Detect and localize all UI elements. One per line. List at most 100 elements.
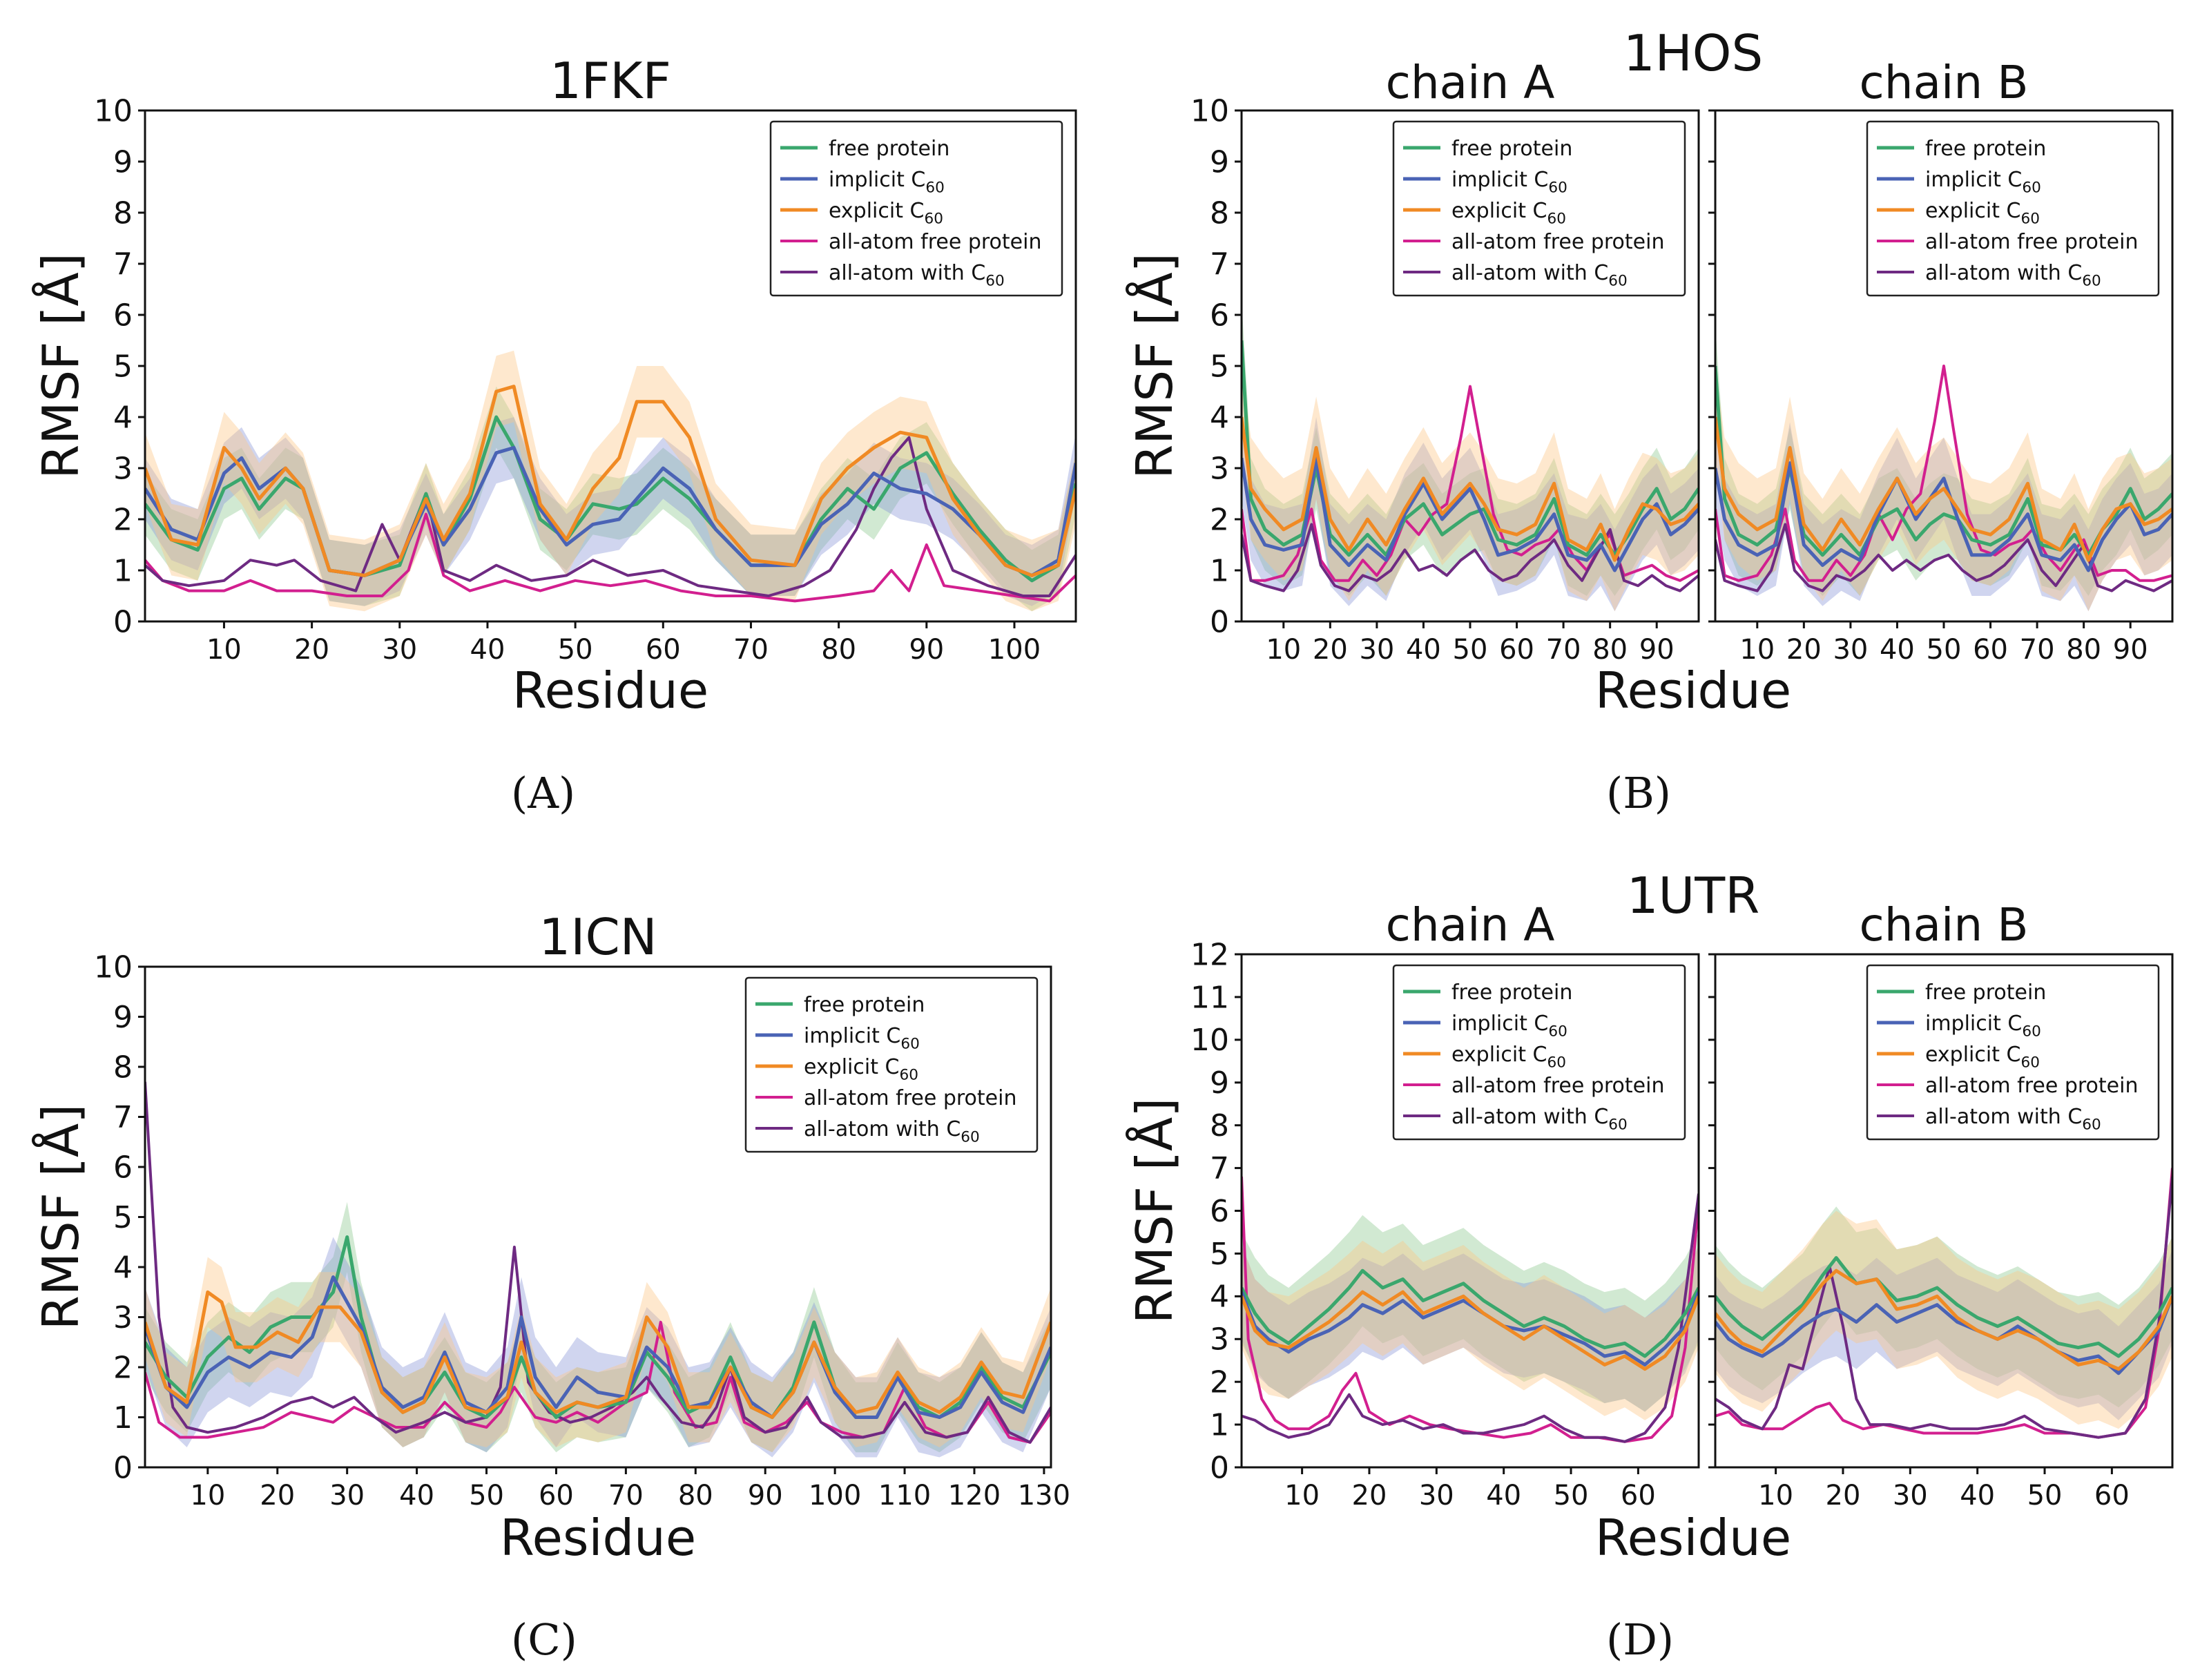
chart-1hos-chain-b-xtick-label: 50 bbox=[1927, 634, 1962, 666]
chart-1utr-xlabel: Residue bbox=[1595, 1509, 1791, 1567]
chart-1utr-chain-b-legend-label-free-protein: free protein bbox=[1925, 981, 2046, 1005]
chart-1utr-chain-b-legend-label-all-atom-with-c60: all-atom with C60 bbox=[1925, 1105, 2101, 1133]
chart-1icn-line-implicit-c60 bbox=[145, 1275, 1051, 1419]
chart-1hos-chain-a-line-implicit-c60 bbox=[1242, 456, 1699, 572]
chart-1fkf-ytick-label: 0 bbox=[113, 604, 133, 639]
chart-1fkf-xtick-label: 70 bbox=[733, 634, 769, 666]
chart-1hos-chain-b-subtitle: chain B bbox=[1860, 56, 2029, 109]
chart-1utr-chain-b-line-implicit-c60 bbox=[1715, 1295, 2172, 1375]
chart-1utr-chain-a-legend-label-implicit-c60: implicit C60 bbox=[1451, 1012, 1567, 1040]
chart-1hos-chain-a-xtick-label: 80 bbox=[1592, 634, 1628, 666]
chart-1utr-chain-b-line-all-atom-with-c60 bbox=[1715, 1176, 2172, 1439]
chart-1icn-legend-label-all-atom-with-c60: all-atom with C60 bbox=[804, 1117, 980, 1146]
chart-1utr-title: 1UTR bbox=[1627, 867, 1760, 925]
chart-1utr-chain-b-line-explicit-c60 bbox=[1715, 1268, 2172, 1371]
chart-1hos-chain-a-legend-label-implicit-c60: implicit C60 bbox=[1451, 168, 1567, 196]
chart-1fkf-xtick-label: 90 bbox=[909, 634, 944, 666]
chart-1icn-xtick-label: 20 bbox=[260, 1480, 295, 1512]
chart-1icn-plot-area bbox=[145, 1081, 1051, 1458]
chart-1hos-ylabel: RMSF [Å] bbox=[1126, 253, 1184, 479]
chart-1hos-chain-a-xtick-label: 60 bbox=[1499, 634, 1534, 666]
chart-1hos-chain-b-xtick-label: 30 bbox=[1833, 634, 1868, 666]
chart-1icn-ytick-label: 5 bbox=[113, 1200, 133, 1235]
chart-1utr-chain-b-line-free-protein bbox=[1715, 1256, 2172, 1358]
chart-1hos-chain-b-legend-label-all-atom-free-protein: all-atom free protein bbox=[1925, 230, 2138, 254]
chart-1hos-title: 1HOS bbox=[1623, 24, 1763, 82]
chart-1hos-chain-a-ytick-label: 2 bbox=[1210, 502, 1229, 537]
chart-1hos-chain-a-ytick-label: 6 bbox=[1210, 298, 1229, 333]
chart-1fkf-legend-label-explicit-c60: explicit C60 bbox=[829, 199, 943, 227]
chart-1hos-chain-a-ytick-label: 10 bbox=[1190, 93, 1229, 128]
chart-1utr-chain-a-legend-label-all-atom-with-c60: all-atom with C60 bbox=[1451, 1105, 1628, 1133]
chart-1hos-chain-a-legend-label-free-protein: free protein bbox=[1451, 137, 1572, 161]
chart-1hos-xlabel: Residue bbox=[1595, 662, 1791, 720]
chart-1icn-title: 1ICN bbox=[539, 908, 657, 966]
chart-1icn-legend-label-all-atom-free-protein: all-atom free protein bbox=[804, 1086, 1016, 1110]
chart-1icn-ytick-label: 0 bbox=[113, 1450, 133, 1485]
chart-1hos-chain-b-legend-label-implicit-c60: implicit C60 bbox=[1925, 168, 2041, 196]
chart-1icn-xtick-label: 130 bbox=[1018, 1480, 1070, 1512]
chart-1icn-legend-label-explicit-c60: explicit C60 bbox=[804, 1055, 918, 1083]
chart-1fkf-line-explicit-c60 bbox=[145, 385, 1076, 577]
chart-1icn-xtick-label: 50 bbox=[469, 1480, 504, 1512]
chart-1fkf-xlabel: Residue bbox=[512, 662, 708, 720]
chart-1fkf-xtick-label: 10 bbox=[206, 634, 242, 666]
chart-1utr-chain-a-legend-label-all-atom-free-protein: all-atom free protein bbox=[1451, 1074, 1664, 1098]
chart-1icn-ytick-label: 7 bbox=[113, 1100, 133, 1135]
chart-1fkf-ytick-label: 4 bbox=[113, 400, 133, 435]
chart-1fkf-ytick-label: 9 bbox=[113, 144, 133, 180]
chart-1utr-chain-a-line-explicit-c60 bbox=[1242, 1290, 1699, 1371]
chart-1hos-chain-b-xtick-label: 20 bbox=[1786, 634, 1822, 666]
chart-1hos-chain-a-legend-label-all-atom-with-c60: all-atom with C60 bbox=[1451, 261, 1628, 289]
chart-1fkf-ylabel: RMSF [Å] bbox=[32, 253, 90, 479]
chart-1fkf-ytick-label: 5 bbox=[113, 349, 133, 384]
chart-1fkf-xtick-label: 40 bbox=[470, 634, 505, 666]
chart-1utr-chain-a-line-all-atom-with-c60 bbox=[1242, 1193, 1699, 1443]
chart-1icn-ylabel: RMSF [Å] bbox=[32, 1104, 90, 1331]
chart-1fkf-ytick-label: 7 bbox=[113, 247, 133, 282]
chart-1hos-chain-a-subtitle: chain A bbox=[1386, 56, 1555, 109]
chart-1utr-chain-a-line-free-protein bbox=[1242, 1268, 1699, 1358]
chart-1fkf-ytick-label: 3 bbox=[113, 451, 133, 486]
chart-1icn-xtick-label: 100 bbox=[809, 1480, 861, 1512]
panel-label-c: (C) bbox=[511, 1614, 577, 1665]
chart-1utr-chain-a-xtick-label: 50 bbox=[1554, 1480, 1589, 1512]
chart-1fkf-band-free-protein bbox=[145, 386, 1076, 612]
chart-1hos-chain-b-xtick-label: 60 bbox=[1973, 634, 2008, 666]
chart-1hos-chain-b-plot-area bbox=[1715, 325, 2172, 612]
chart-1utr-chain-b-xtick-label: 40 bbox=[1960, 1480, 1995, 1512]
chart-1utr-chain-a-ytick-label: 10 bbox=[1190, 1023, 1229, 1058]
chart-1utr-chain-b-xtick-label: 30 bbox=[1893, 1480, 1928, 1512]
chart-1fkf-ytick-label: 10 bbox=[94, 93, 133, 128]
chart-1fkf-ytick-label: 8 bbox=[113, 195, 133, 231]
chart-1utr-chain-a-ytick-label: 2 bbox=[1210, 1365, 1229, 1400]
chart-1hos-chain-b-xtick-label: 90 bbox=[2113, 634, 2148, 666]
chart-1hos-chain-b-legend-label-all-atom-with-c60: all-atom with C60 bbox=[1925, 261, 2101, 289]
chart-1fkf-xtick-label: 20 bbox=[294, 634, 329, 666]
chart-1fkf-band-implicit-c60 bbox=[145, 417, 1076, 606]
chart-1utr-chain-a-ytick-label: 0 bbox=[1210, 1450, 1229, 1485]
chart-1hos-chain-a-plot-area bbox=[1242, 299, 1699, 612]
chart-1fkf-xtick-label: 30 bbox=[382, 634, 417, 666]
chart-1hos-chain-a-ytick-label: 4 bbox=[1210, 400, 1229, 435]
chart-1hos-chain-a-ytick-label: 7 bbox=[1210, 247, 1229, 282]
chart-1fkf-xtick-label: 80 bbox=[821, 634, 856, 666]
chart-1hos-chain-a-ytick-label: 3 bbox=[1210, 451, 1229, 486]
chart-1utr-chain-b-band-implicit-c60 bbox=[1715, 1249, 2172, 1420]
chart-1hos-chain-a-xtick-label: 50 bbox=[1453, 634, 1488, 666]
chart-1utr-chain-a-ytick-label: 6 bbox=[1210, 1194, 1229, 1229]
chart-1fkf-title: 1FKF bbox=[550, 52, 671, 110]
chart-1hos-chain-a-xtick-label: 70 bbox=[1546, 634, 1581, 666]
chart-1icn-band-implicit-c60 bbox=[145, 1237, 1051, 1458]
chart-1icn-ytick-label: 3 bbox=[113, 1300, 133, 1335]
chart-1utr-chain-a-xtick-label: 20 bbox=[1352, 1480, 1387, 1512]
chart-1utr-chain-b-legend bbox=[1866, 964, 2160, 1141]
chart-1utr-chain-a-ytick-label: 4 bbox=[1210, 1280, 1229, 1315]
chart-1hos-chain-b-legend-label-free-protein: free protein bbox=[1925, 137, 2046, 161]
chart-1utr-chain-b-plot-area bbox=[1715, 1168, 2172, 1439]
chart-1fkf-legend-label-all-atom-with-c60: all-atom with C60 bbox=[829, 261, 1005, 289]
chart-1fkf-plot-area bbox=[145, 350, 1076, 612]
chart-1icn-xtick-label: 60 bbox=[539, 1480, 574, 1512]
chart-1utr-chain-a-band-implicit-c60 bbox=[1242, 1245, 1699, 1412]
